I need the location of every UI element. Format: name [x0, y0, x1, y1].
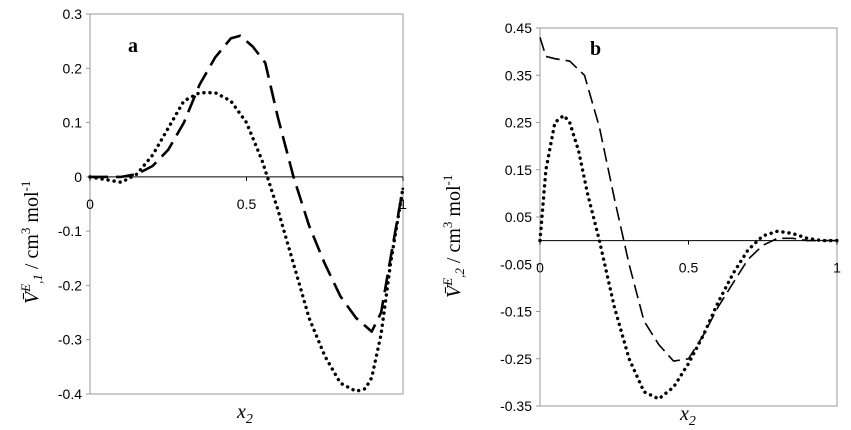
y-tick-label: -0.05 — [500, 256, 532, 272]
y-tick-label: 0.1 — [63, 115, 83, 131]
y-tick-label: -0.15 — [500, 304, 532, 320]
y-axis-label-b: V̄E,2 / cm3 mol-1 — [440, 175, 467, 298]
y-axis-label-a: V̄E,1 / cm3 mol-1 — [18, 181, 45, 304]
x-tick-label: 1 — [399, 196, 407, 212]
plot-area-b — [539, 27, 838, 407]
y-tick-label: 0.45 — [505, 20, 532, 36]
y-tick-label: -0.3 — [58, 332, 82, 348]
x-tick-label: 0.5 — [679, 260, 699, 276]
x-tick-label: 0 — [86, 196, 94, 212]
y-tick-label: -0.1 — [58, 223, 82, 239]
x-ticks-b: 0 0.5 1 — [536, 240, 841, 276]
y-tick-label: -0.35 — [500, 398, 532, 414]
panel-label-b: b — [590, 38, 601, 60]
y-tick-label: 0.3 — [63, 6, 83, 22]
x-tick-label: 1 — [833, 260, 841, 276]
x-tick-label: 0 — [536, 260, 544, 276]
series-line-dotted — [88, 91, 405, 393]
series-b — [538, 37, 839, 401]
series-line-dotted — [538, 113, 839, 401]
x-axis-label-b: x2 — [679, 403, 696, 429]
y-tick-label: 0.2 — [63, 60, 83, 76]
y-tick-label: -0.25 — [500, 351, 532, 367]
x-tick-label: 0.5 — [237, 196, 257, 212]
y-tick-label: 0.35 — [505, 67, 532, 83]
series-line-dashed — [539, 37, 837, 362]
series-line-dashed — [90, 34, 405, 333]
y-tick-label: -0.4 — [58, 386, 82, 402]
x-axis-label-a: x2 — [236, 401, 253, 427]
y-tick-label: 0.05 — [505, 209, 532, 225]
plot-area-a — [89, 13, 404, 395]
y-tick-label: 0 — [74, 169, 82, 185]
y-ticks-a: 0.3 0.2 0.1 0 -0.1 -0.2 -0.3 -0.4 — [58, 6, 90, 402]
x-ticks-a: 0 0.5 1 — [86, 176, 407, 212]
y-ticks-b: 0.45 0.35 0.25 0.15 0.05 -0.05 -0.15 -0.25 -0.35 — [500, 20, 540, 414]
y-tick-label: 0.15 — [505, 162, 532, 178]
panel-a: 0.30.20.10-0.1-0.2-0.3-0.4 0 0.5 1 a x2 V̄… — [18, 6, 407, 427]
panel-label-a: a — [128, 35, 138, 57]
y-tick-label: 0.25 — [505, 115, 532, 131]
y-tick-label: -0.2 — [58, 277, 82, 293]
panel-b: 0.45 0.35 0.25 0.15 0.05 -0.05 -0.15 -0.25 -0.35… — [440, 20, 841, 429]
series-a — [88, 34, 405, 393]
